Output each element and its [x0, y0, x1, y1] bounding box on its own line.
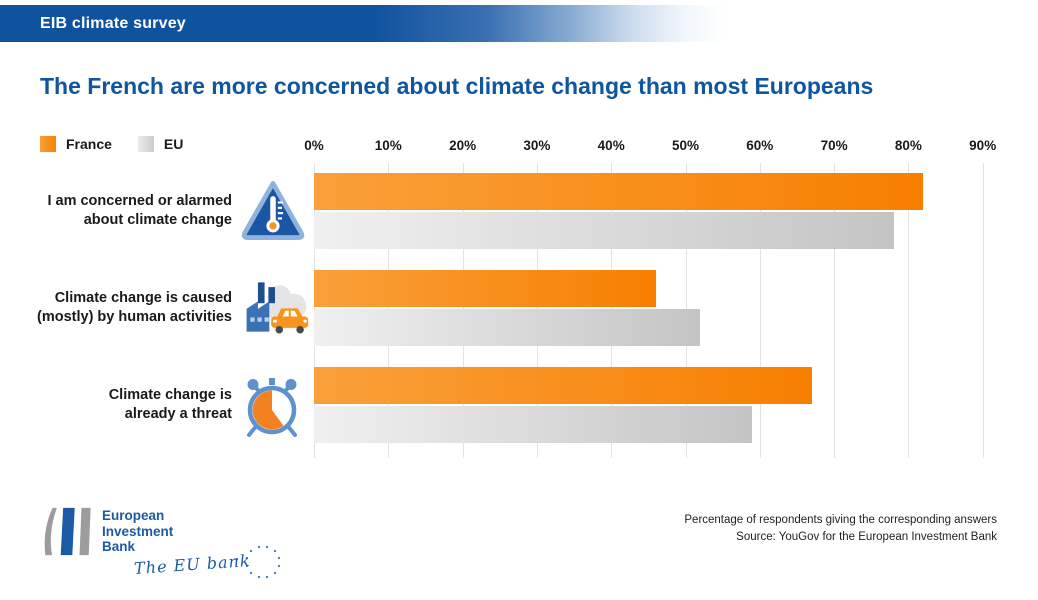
axis-tick-label: 90% — [969, 138, 997, 153]
thermometer-warning-icon — [239, 178, 307, 244]
chart-title: The French are more concerned about clim… — [40, 73, 874, 99]
bar-eu-concerned — [314, 211, 894, 249]
legend-swatch-france — [40, 136, 56, 152]
alarm-clock-icon — [239, 372, 307, 438]
eu-stars-dots — [236, 558, 239, 561]
bar-france-already-threat — [314, 367, 812, 404]
axis-tick-label: 80% — [894, 138, 922, 153]
axis-tick-label: 30% — [523, 138, 551, 153]
legend-label-eu: EU — [163, 136, 184, 152]
bar-france-concerned — [314, 173, 924, 210]
eib-tagline: The EU bank — [133, 550, 252, 579]
axis-tick-label: 20% — [449, 138, 477, 153]
eib-logo-text: European Investment Bank — [102, 508, 174, 554]
category-label: I am concerned or alarmed about climate … — [47, 193, 232, 228]
header-banner: EIB climate survey — [0, 5, 1038, 42]
chart-row-concerned: I am concerned or alarmed about climate … — [0, 173, 1038, 249]
header-title: EIB climate survey — [40, 15, 186, 32]
source-note: Percentage of respondents giving the cor… — [684, 512, 997, 546]
legend-swatch-eu — [137, 136, 154, 152]
axis-tick-label: 60% — [746, 138, 774, 153]
legend-label-france: France — [66, 136, 112, 152]
axis-tick-label: 0% — [304, 138, 324, 153]
eib-logo: European Investment Bank The EU bank — [40, 503, 360, 578]
axis-tick-label: 50% — [671, 138, 700, 153]
axis-tick-label: 70% — [820, 138, 848, 153]
factory-car-emissions-icon — [239, 275, 309, 341]
axis-tick-label: 40% — [597, 138, 625, 153]
bar-france-human-activities — [314, 270, 656, 307]
bar-eu-already-threat — [314, 405, 753, 443]
eib-logo-glyph-icon — [40, 505, 94, 566]
legend: France EU — [40, 136, 199, 152]
bar-eu-human-activities — [314, 308, 701, 346]
chart-row-already-threat: Climate change is already a threat — [0, 367, 1038, 443]
source-note-line1: Percentage of respondents giving the cor… — [684, 514, 997, 526]
source-note-line2: Source: YouGov for the European Investme… — [736, 531, 997, 543]
category-label: Climate change is caused (mostly) by hum… — [37, 290, 232, 325]
axis-tick-label: 10% — [374, 138, 402, 153]
chart-row-human-activities: Climate change is caused (mostly) by hum… — [0, 270, 1038, 346]
category-label: Climate change is already a threat — [108, 387, 232, 422]
